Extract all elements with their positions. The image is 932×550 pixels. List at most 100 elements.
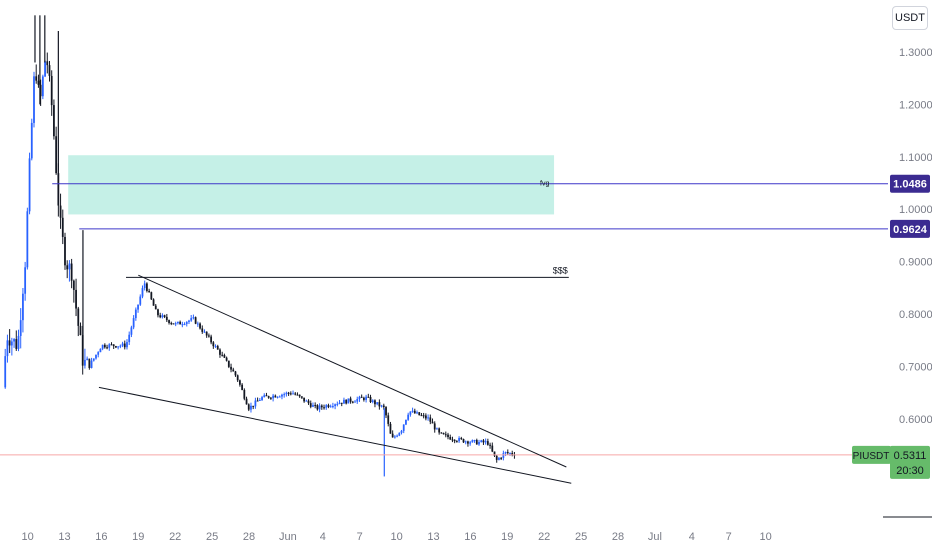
candle-body	[245, 398, 248, 405]
candle-body	[35, 76, 38, 81]
candle-body	[329, 406, 332, 408]
candle-body	[90, 360, 93, 368]
candle-body	[283, 394, 286, 396]
candle-body	[269, 397, 272, 399]
candle-body	[77, 308, 80, 326]
candle-body	[263, 395, 266, 398]
candle-body	[367, 396, 370, 398]
candle-body	[323, 407, 325, 409]
candle-body	[61, 217, 64, 237]
candle-body	[504, 452, 507, 454]
candle-body	[234, 371, 237, 376]
candle-body	[97, 352, 100, 355]
candle-body	[455, 441, 458, 443]
candle-body	[382, 405, 385, 408]
candle-body	[362, 397, 365, 400]
candle-body	[281, 394, 283, 397]
candle-body	[168, 320, 170, 323]
fvg-zone[interactable]	[68, 155, 555, 215]
time-tick-label: 10	[21, 531, 33, 543]
candle-body	[296, 394, 299, 396]
candle-body	[92, 358, 95, 361]
candle-body	[312, 405, 314, 407]
candle-body	[84, 359, 86, 366]
candle-body	[148, 290, 151, 293]
candle-body	[495, 455, 498, 460]
candle-body	[95, 354, 97, 359]
candle-body	[258, 399, 261, 401]
candle-body	[66, 265, 69, 270]
symbol-tag-bg	[852, 445, 891, 464]
candle-body	[185, 321, 188, 325]
candle-body	[10, 341, 13, 346]
candle-body	[316, 405, 319, 410]
candle-body	[53, 105, 55, 137]
candle-body	[238, 380, 241, 385]
candle-body	[121, 343, 124, 346]
candle-body	[4, 356, 7, 388]
candle-body	[473, 440, 476, 442]
time-tick-label: Jun	[279, 531, 297, 543]
time-tick-label: 19	[132, 531, 144, 543]
candle-body	[298, 394, 301, 397]
candle-body	[309, 403, 312, 407]
candle-body	[440, 432, 443, 434]
candle-body	[55, 136, 58, 174]
time-tick-label: 4	[689, 531, 695, 543]
price-tick-label: 1.1000	[899, 152, 932, 164]
time-tick-label: 7	[726, 531, 732, 543]
candle-body	[183, 324, 186, 326]
candle-body	[50, 75, 53, 106]
candle-body	[509, 453, 511, 455]
candle-body	[44, 61, 46, 77]
time-tick-label: 25	[575, 531, 587, 543]
time-tick-label: 19	[501, 531, 513, 543]
candle-body	[103, 344, 106, 348]
candle-body	[194, 317, 197, 324]
candle-body	[285, 392, 288, 395]
candle-body	[196, 323, 199, 325]
candle-body	[230, 366, 232, 370]
time-tick-label: 22	[538, 531, 550, 543]
candle-body	[411, 410, 414, 412]
candle-body	[506, 452, 509, 454]
candle-body	[126, 342, 128, 348]
candle-body	[289, 393, 292, 395]
candle-body	[345, 399, 348, 404]
candle-body	[385, 407, 387, 416]
candle-body	[205, 331, 208, 336]
candle-body	[402, 424, 405, 431]
candle-body	[500, 457, 503, 459]
level-price-badge	[890, 174, 930, 193]
candle-body	[498, 457, 500, 460]
currency-button[interactable]: USDT	[892, 6, 928, 30]
candle-body	[30, 122, 33, 159]
symbol-tag[interactable]: PIUSDT	[853, 451, 890, 462]
candle-body	[303, 397, 306, 402]
candle-body	[267, 396, 270, 398]
candle-body	[340, 402, 343, 404]
price-tick-label: 0.9000	[899, 257, 932, 269]
candle-body	[442, 433, 445, 435]
wedge-upper-line[interactable]	[138, 274, 567, 468]
candle-body	[188, 320, 190, 322]
candle-body	[252, 405, 255, 407]
candle-body	[172, 323, 175, 325]
candle-body	[422, 415, 425, 417]
candle-body	[276, 396, 279, 398]
wedge-lower-line[interactable]	[98, 386, 572, 484]
candle-body	[203, 331, 206, 333]
candle-body	[336, 403, 339, 405]
price-tick-label: 1.3000	[899, 47, 932, 59]
candle-body	[250, 405, 252, 410]
candle-body	[137, 304, 139, 310]
candle-body	[165, 316, 168, 321]
candle-body	[24, 267, 27, 294]
candle-body	[28, 158, 31, 212]
candle-body	[68, 263, 71, 270]
candle-body	[416, 412, 418, 414]
candle-body	[86, 358, 89, 360]
level-price-label: 0.9624	[893, 224, 928, 236]
candle-body	[478, 442, 480, 445]
